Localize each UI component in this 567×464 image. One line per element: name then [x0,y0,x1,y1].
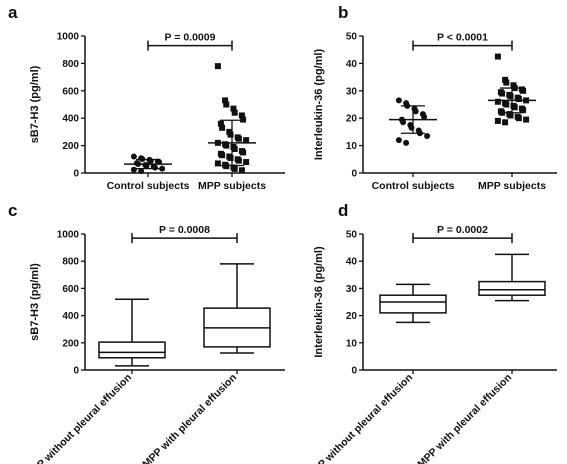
y-tick-label: 0 [73,169,79,180]
y-tick-label: 20 [346,114,358,125]
data-point [424,133,431,140]
data-point [214,63,221,70]
data-point [523,116,530,123]
data-point [214,160,221,167]
y-tick-label: 600 [62,284,79,295]
y-tick-label: 10 [346,338,358,349]
data-point [235,157,242,164]
data-point [520,106,527,113]
data-point [494,53,501,60]
data-point [395,137,402,144]
panel-letter-d: d [338,201,348,220]
x-category-label: MPP subjects [198,180,266,192]
y-tick-label: 50 [346,230,358,241]
data-point [507,112,514,119]
data-point [219,124,226,131]
y-tick-label: 0 [351,169,357,180]
x-category-label: MPP without pleural effusion [305,372,415,464]
y-tick-label: 30 [346,86,358,97]
data-point [227,131,234,138]
data-point [421,113,428,120]
p-value-label: P = 0.0008 [159,224,210,236]
data-point [503,79,510,86]
p-value-label: P < 0.0001 [437,32,488,44]
data-point [130,153,137,160]
data-point [223,163,230,170]
data-point [231,165,238,172]
y-tick-label: 600 [62,86,79,97]
data-point [217,120,224,127]
data-point [520,87,527,94]
data-point [230,105,237,112]
y-axis-label: Interleukin-36 (pg/ml) [313,49,325,161]
data-point [159,165,166,172]
data-point [235,135,242,142]
y-tick-label: 200 [62,141,79,152]
data-point [243,137,250,144]
data-point [507,93,514,100]
data-point [511,104,518,111]
data-point [515,115,522,122]
data-point [240,149,247,156]
data-point [499,90,506,97]
x-category-label: MPP with pleural effusion [415,372,514,464]
y-tick-label: 1000 [57,230,80,241]
y-tick-label: 1000 [57,32,80,43]
y-tick-label: 40 [346,59,358,70]
data-point [494,98,501,105]
data-point [395,97,402,104]
panel-letter-c: c [8,201,17,220]
data-point [130,166,137,173]
box [379,294,447,314]
data-point [494,117,501,124]
data-point [138,168,145,175]
data-point [243,159,250,166]
x-category-label: Control subjects [107,180,190,192]
data-point [240,116,247,123]
y-tick-label: 30 [346,284,358,295]
data-point [238,112,245,119]
y-axis-label: sB7-H3 (pg/ml) [29,65,41,143]
y-tick-label: 200 [62,338,79,349]
data-point [503,101,510,108]
x-category-label: Control subjects [372,180,455,192]
data-point [223,142,230,149]
panel-letter-a: a [8,3,18,22]
y-tick-label: 400 [62,114,79,125]
data-point [412,108,419,115]
data-point [222,97,229,104]
data-point [223,101,230,108]
data-point [403,139,410,146]
y-tick-label: 0 [351,366,357,377]
y-tick-label: 800 [62,257,79,268]
p-value-label: P = 0.0009 [165,32,216,44]
y-axis-label: sB7-H3 (pg/ml) [29,263,41,341]
data-point [151,164,158,171]
y-tick-label: 800 [62,59,79,70]
x-category-label: MPP subjects [478,180,546,192]
p-value-label: P = 0.0002 [437,224,488,236]
data-point [227,154,234,161]
data-point [231,109,238,116]
box [98,341,166,359]
x-category-label: MPP without pleural effusion [24,372,134,464]
y-tick-label: 50 [346,32,358,43]
data-point [400,119,407,126]
y-tick-label: 400 [62,311,79,322]
y-tick-label: 0 [73,366,79,377]
y-tick-label: 10 [346,141,358,152]
data-point [219,152,226,159]
box [478,280,546,296]
y-tick-label: 20 [346,311,358,322]
data-point [515,96,522,103]
y-axis-label: Interleukin-36 (pg/ml) [313,246,325,358]
y-tick-label: 40 [346,257,358,268]
x-category-label: MPP with pleural effusion [140,372,239,464]
data-point [238,167,245,174]
panel-letter-b: b [338,3,348,22]
data-point [231,146,238,153]
data-point [502,119,509,126]
